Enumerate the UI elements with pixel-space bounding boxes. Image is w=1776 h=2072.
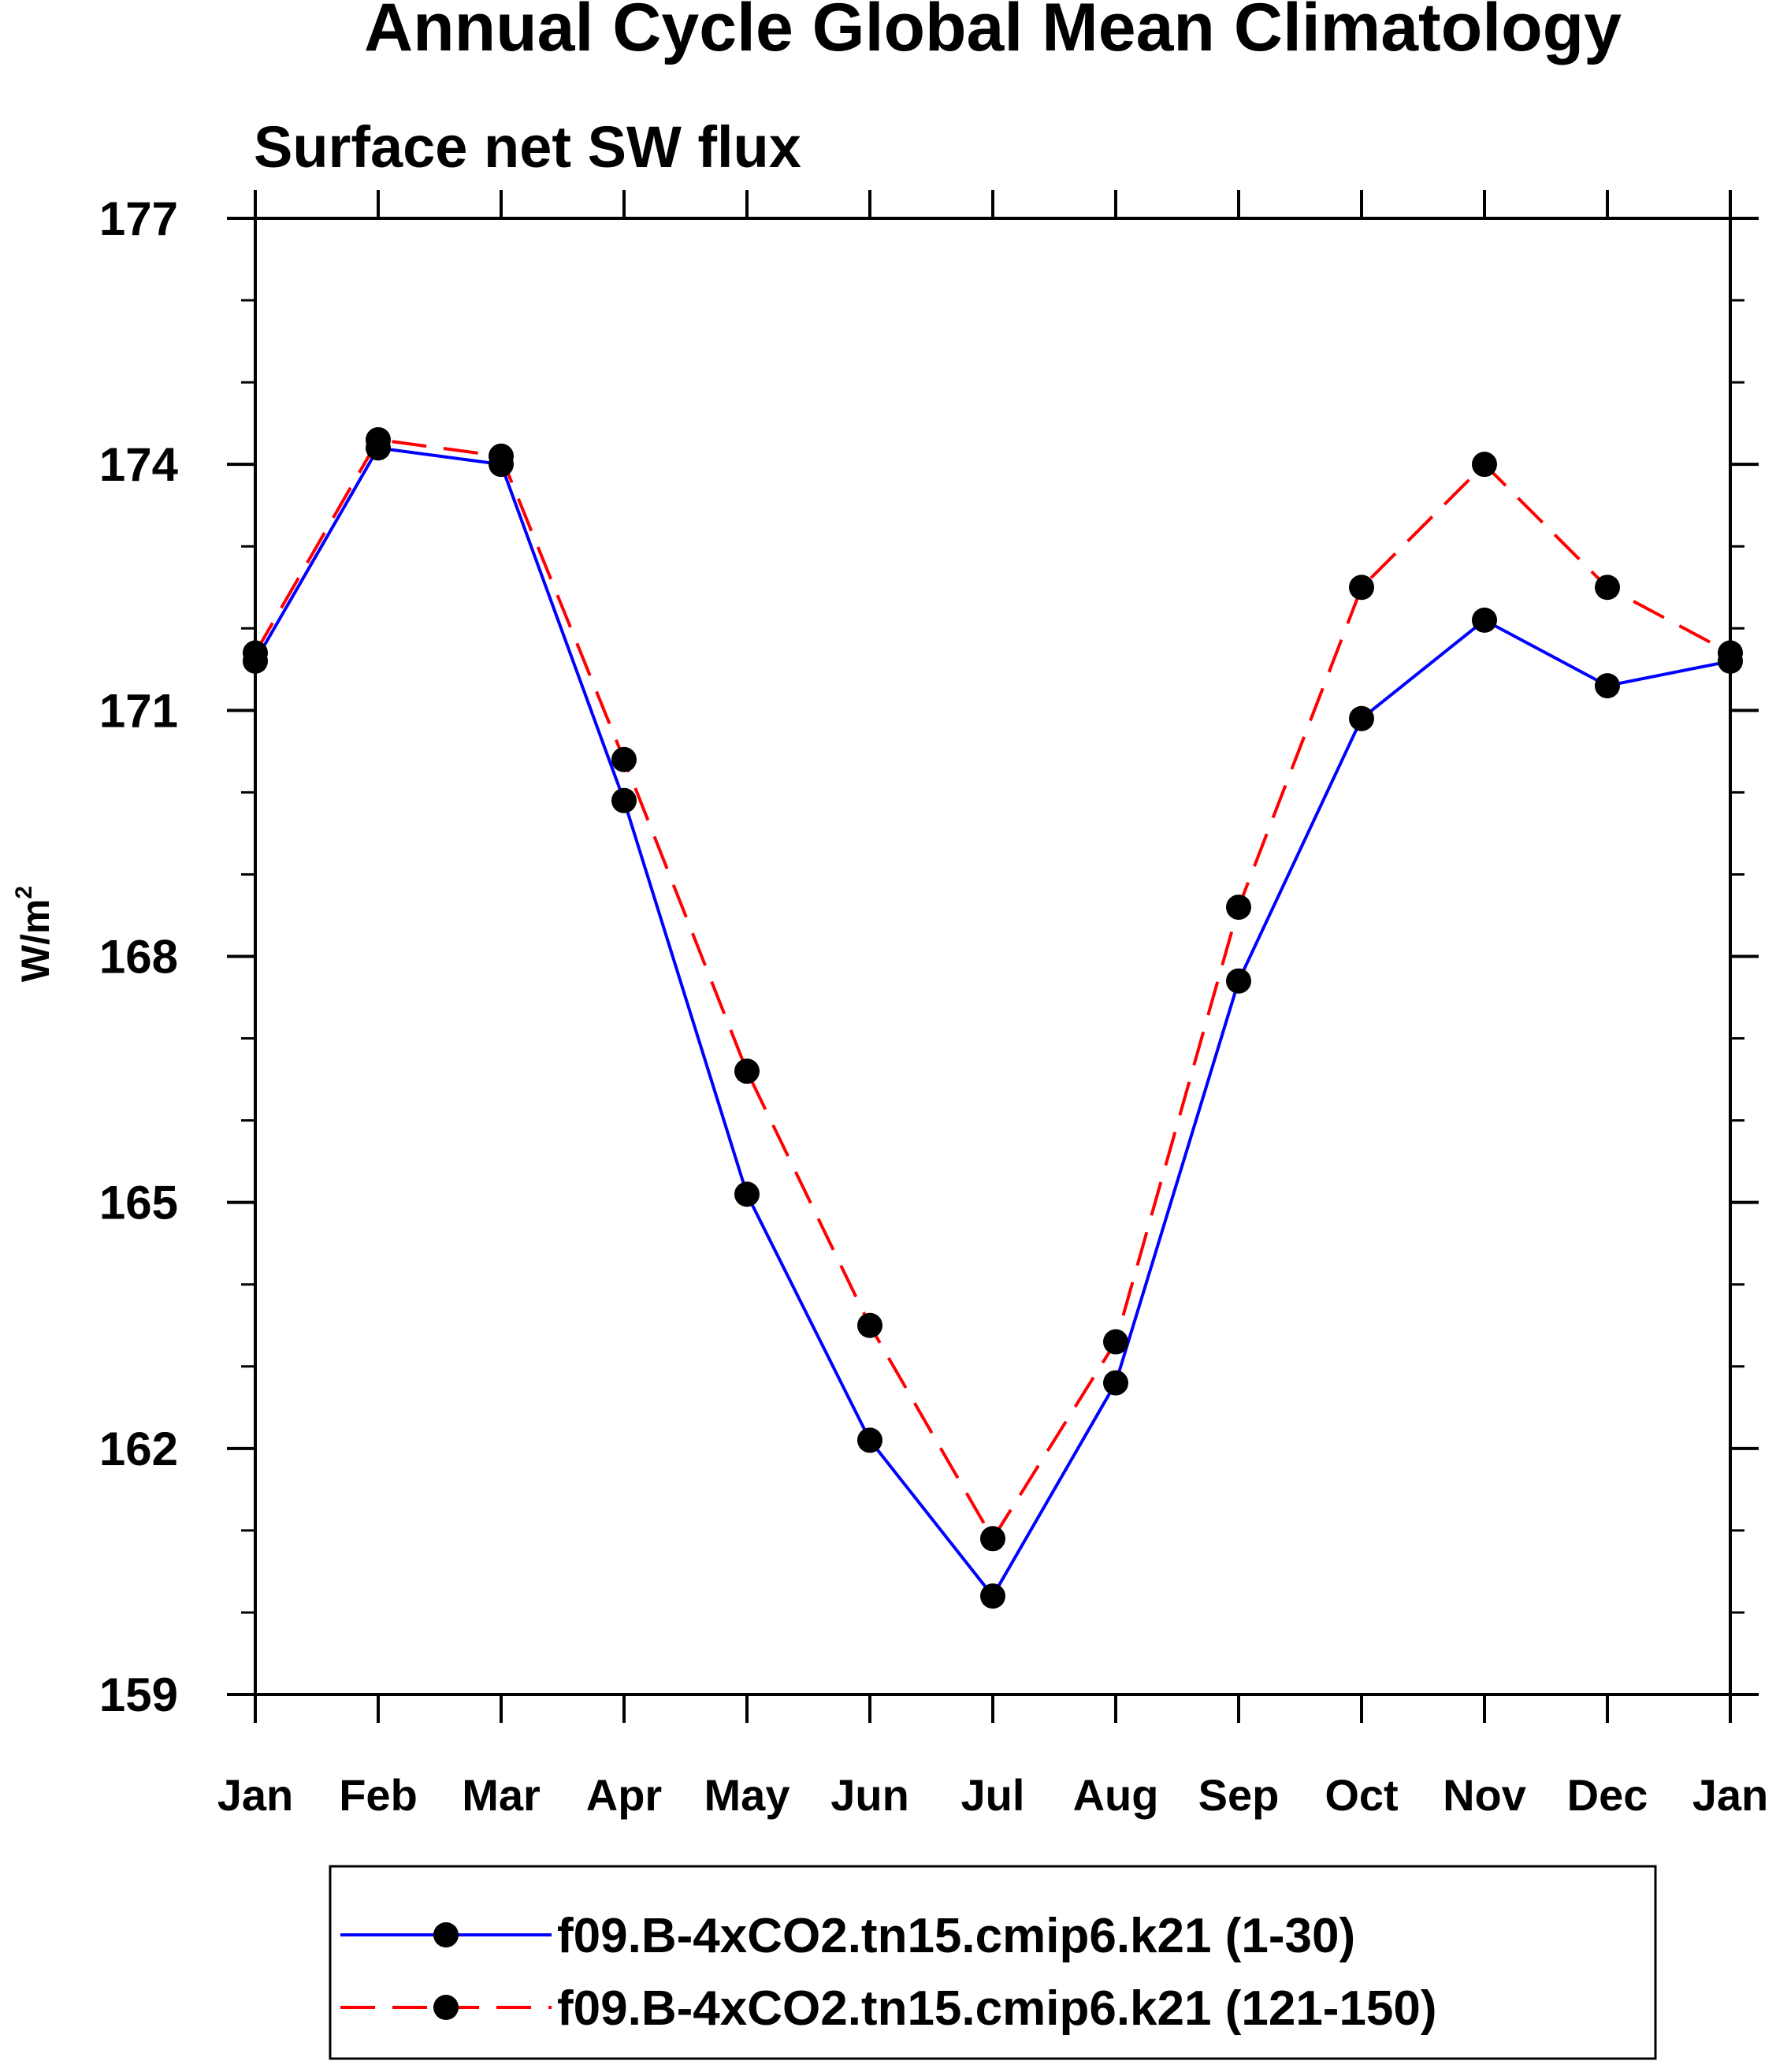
y-tick-label: 165 bbox=[99, 1177, 178, 1229]
x-tick-label: Mar bbox=[462, 1770, 541, 1820]
legend-box bbox=[329, 1865, 1657, 2060]
series-2-point bbox=[980, 1526, 1005, 1552]
y-tick-label: 162 bbox=[99, 1423, 178, 1475]
axes: Jan Feb Mar Apr May Jun Jul Aug Sep Oct Nov Dec Jan 1… bbox=[99, 190, 1768, 1820]
series-1-point bbox=[1349, 705, 1374, 731]
legend-marker-2 bbox=[433, 1995, 459, 2020]
y-axis-label-text: W/m bbox=[13, 899, 58, 983]
x-tick-label: Jun bbox=[830, 1770, 909, 1820]
y-axis-label: W/m2 bbox=[11, 886, 58, 982]
series-2-point bbox=[857, 1312, 882, 1338]
x-tick-label: Aug bbox=[1073, 1770, 1159, 1820]
series-line-2 bbox=[254, 437, 1731, 1541]
x-tick-label: Sep bbox=[1198, 1770, 1280, 1820]
series-2-point bbox=[611, 746, 637, 772]
series-1-point bbox=[1472, 607, 1497, 633]
series-2-point bbox=[1103, 1329, 1128, 1355]
legend-label-2: f09.B-4xCO2.tn15.cmip6.k21 (121-150) bbox=[557, 1981, 1437, 2036]
x-tick-label: Dec bbox=[1567, 1770, 1648, 1820]
chart-title: Annual Cycle Global Mean Climatology bbox=[364, 0, 1622, 65]
y-tick-label: 159 bbox=[99, 1668, 178, 1721]
x-tick-label: Nov bbox=[1443, 1770, 1526, 1820]
series-line-1 bbox=[254, 446, 1731, 1598]
plot-frame bbox=[254, 217, 1732, 1696]
series-1-point bbox=[1718, 648, 1743, 674]
legend: f09.B-4xCO2.tn15.cmip6.k21 (1-30) f09.B-4… bbox=[329, 1865, 1657, 2060]
x-tick-label: Apr bbox=[586, 1770, 662, 1820]
y-tick-label: 177 bbox=[99, 192, 178, 245]
x-tick-label: Jul bbox=[961, 1770, 1025, 1820]
series-1-point bbox=[980, 1583, 1005, 1609]
x-tick-label: May bbox=[704, 1770, 790, 1820]
series-2-point bbox=[734, 1058, 760, 1084]
series-1-point bbox=[734, 1181, 760, 1207]
series-1-point bbox=[489, 452, 514, 478]
y-tick-label: 168 bbox=[99, 931, 178, 984]
series-2-point bbox=[1472, 452, 1497, 478]
series-2-point bbox=[1595, 575, 1620, 601]
series-1-point bbox=[1595, 673, 1620, 699]
series-1-point bbox=[1226, 968, 1251, 994]
series-2-point bbox=[1349, 575, 1374, 601]
y-tick-label: 171 bbox=[99, 684, 178, 737]
y-axis-label-superscript: 2 bbox=[11, 886, 37, 899]
series-1-point bbox=[611, 787, 637, 813]
x-tick-label: Oct bbox=[1325, 1770, 1398, 1820]
series-1-point bbox=[366, 435, 391, 461]
series-layer bbox=[243, 426, 1743, 1609]
legend-label-1: f09.B-4xCO2.tn15.cmip6.k21 (1-30) bbox=[557, 1909, 1355, 1963]
series-1-point bbox=[243, 648, 268, 674]
series-2-point bbox=[1226, 895, 1251, 921]
series-1-point bbox=[857, 1427, 882, 1453]
chart-subtitle: Surface net SW flux bbox=[254, 114, 801, 180]
x-tick-label: Jan bbox=[217, 1770, 294, 1820]
legend-marker-1 bbox=[433, 1922, 459, 1947]
svg-text:W/m2: W/m2 bbox=[11, 886, 58, 982]
y-tick-label: 174 bbox=[99, 438, 179, 491]
x-tick-label: Jan bbox=[1692, 1770, 1769, 1820]
x-tick-label: Feb bbox=[339, 1770, 418, 1820]
series-1-point bbox=[1103, 1370, 1128, 1396]
